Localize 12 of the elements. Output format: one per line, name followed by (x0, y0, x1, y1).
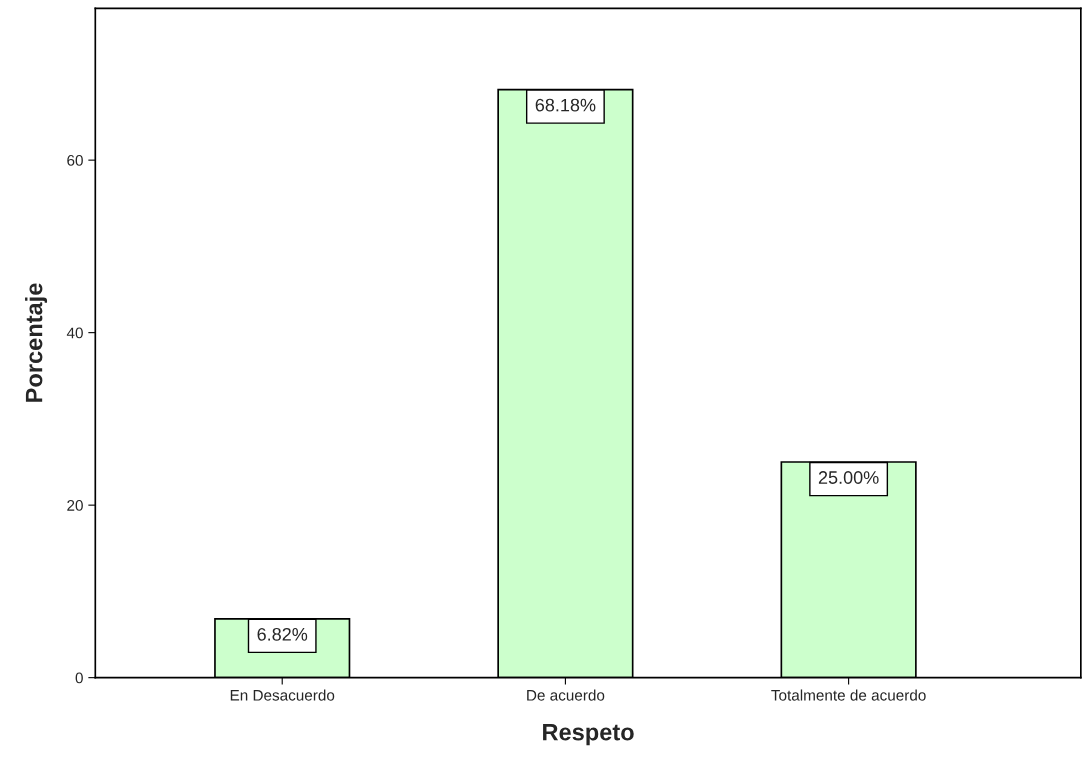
y-tick-label: 60 (67, 155, 83, 166)
y-tick-label: 0 (75, 672, 83, 684)
y-tick-label: 20 (67, 500, 83, 511)
data-label: 6.82% (257, 627, 308, 641)
x-tick-label: En Desacuerdo (230, 689, 335, 701)
x-axis-title: Respeto (543, 724, 634, 746)
x-tick-label: De acuerdo (527, 689, 605, 701)
data-label: 25.00% (818, 471, 879, 484)
y-axis-title: Porcentaje (25, 283, 48, 402)
y-tick-label: 40 (66, 327, 83, 339)
data-label: 68.18% (535, 98, 596, 112)
x-tick-label: Totalmente de acuerdo (771, 689, 926, 701)
